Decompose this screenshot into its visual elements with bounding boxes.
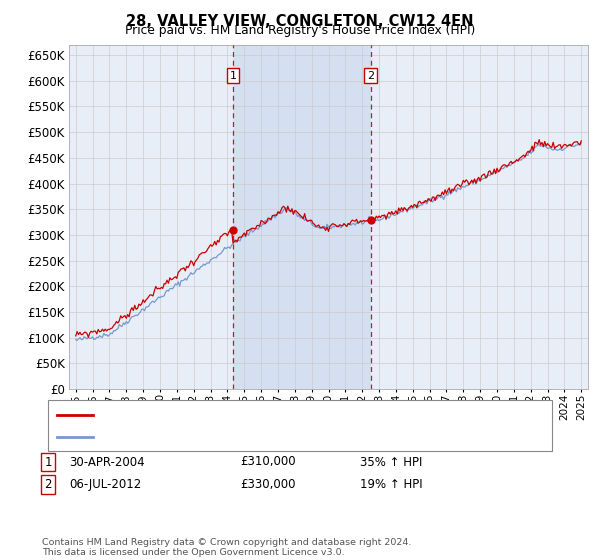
Text: 35% ↑ HPI: 35% ↑ HPI bbox=[360, 455, 422, 469]
Text: 19% ↑ HPI: 19% ↑ HPI bbox=[360, 478, 422, 491]
Text: 06-JUL-2012: 06-JUL-2012 bbox=[69, 478, 141, 491]
Text: 30-APR-2004: 30-APR-2004 bbox=[69, 455, 145, 469]
Text: Contains HM Land Registry data © Crown copyright and database right 2024.
This d: Contains HM Land Registry data © Crown c… bbox=[42, 538, 412, 557]
Text: HPI: Average price, detached house, Cheshire East: HPI: Average price, detached house, Ches… bbox=[99, 432, 382, 442]
Text: 2: 2 bbox=[367, 71, 374, 81]
Text: Price paid vs. HM Land Registry's House Price Index (HPI): Price paid vs. HM Land Registry's House … bbox=[125, 24, 475, 36]
Text: £330,000: £330,000 bbox=[240, 478, 296, 491]
Bar bbox=[233, 45, 371, 389]
Text: 28, VALLEY VIEW, CONGLETON, CW12 4EN (detached house): 28, VALLEY VIEW, CONGLETON, CW12 4EN (de… bbox=[99, 409, 439, 419]
Text: £310,000: £310,000 bbox=[240, 455, 296, 469]
Text: 2: 2 bbox=[44, 478, 52, 491]
Text: 1: 1 bbox=[229, 71, 236, 81]
Text: 1: 1 bbox=[44, 455, 52, 469]
Text: 28, VALLEY VIEW, CONGLETON, CW12 4EN: 28, VALLEY VIEW, CONGLETON, CW12 4EN bbox=[126, 14, 474, 29]
